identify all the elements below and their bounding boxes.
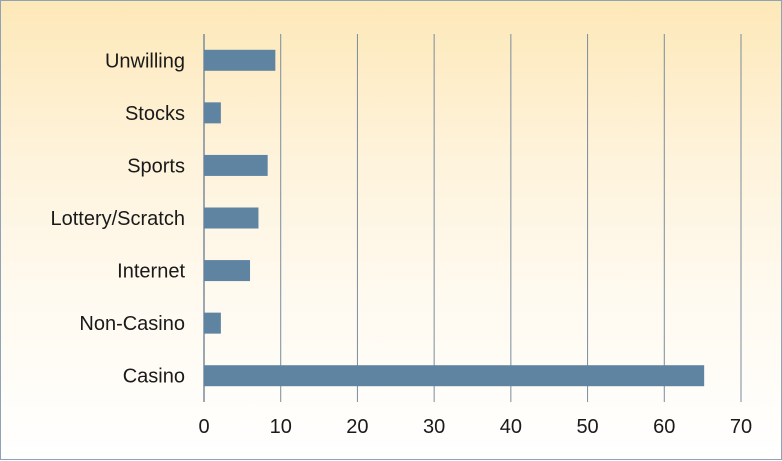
x-tick-label: 10 bbox=[270, 416, 292, 438]
category-label: Unwilling bbox=[105, 50, 185, 72]
x-tick-label: 60 bbox=[653, 416, 675, 438]
category-label: Sports bbox=[127, 155, 185, 177]
bar-casino bbox=[204, 365, 705, 387]
x-tick-label: 70 bbox=[730, 416, 752, 438]
bar-lottery-scratch bbox=[204, 207, 259, 229]
category-label: Internet bbox=[117, 261, 185, 283]
x-tick-label: 30 bbox=[423, 416, 445, 438]
category-label: Non-Casino bbox=[79, 313, 185, 335]
bar-internet bbox=[204, 260, 251, 282]
x-tick-label: 0 bbox=[198, 416, 209, 438]
bar-stocks bbox=[204, 102, 221, 124]
category-label: Lottery/Scratch bbox=[50, 208, 185, 230]
category-label: Stocks bbox=[125, 103, 185, 125]
x-tick-label: 50 bbox=[576, 416, 598, 438]
x-tick-label: 20 bbox=[346, 416, 368, 438]
bar-unwilling bbox=[204, 49, 276, 71]
category-label: Casino bbox=[123, 366, 185, 388]
bar-non-casino bbox=[204, 312, 221, 334]
bar-sports bbox=[204, 154, 268, 176]
x-tick-label: 40 bbox=[500, 416, 522, 438]
